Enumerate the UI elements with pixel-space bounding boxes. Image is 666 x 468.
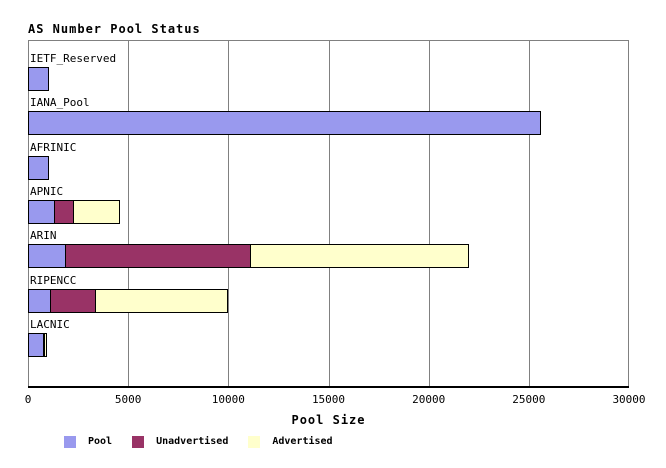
bar-row: RIPENCC (28, 274, 629, 313)
bar-segment-unadvertised (54, 199, 75, 224)
bar-row: IANA_Pool (28, 96, 629, 136)
bar-row: ARIN (28, 229, 629, 269)
category-label: ARIN (30, 229, 57, 243)
category-label: LACNIC (30, 317, 70, 331)
x-tick-label: 15000 (311, 393, 346, 406)
plot-top-border (28, 40, 629, 41)
x-axis-label: Pool Size (291, 413, 366, 427)
gridline (328, 40, 330, 388)
legend-item-advertised: Advertised (248, 436, 333, 448)
bar-row: AFRINIC (28, 141, 629, 180)
x-tick-label: 25000 (512, 393, 546, 406)
bar-segment-pool (28, 244, 67, 269)
x-axis-line (28, 386, 629, 388)
bar-row: IETF_Reserved (28, 52, 629, 91)
gridline (628, 40, 629, 388)
x-tick-label: 0 (24, 393, 32, 406)
bar-segment-advertised (73, 199, 121, 224)
bar-segment-unadvertised (65, 244, 252, 269)
bar-segment-advertised (44, 332, 48, 357)
bar-segment-advertised (95, 288, 229, 313)
plot-area: IETF_Reserved IANA_Pool AFRINIC APNIC ARIN RI… (28, 40, 629, 388)
bar-segment-pool (28, 111, 541, 136)
category-label: IETF_Reserved (30, 52, 117, 65)
x-axis-ticks: 0 5000 10000 15000 20000 25000 30000 (24, 393, 646, 407)
stacked-bar (28, 67, 629, 91)
x-tick-label: 10000 (211, 393, 245, 406)
legend-label-unadvertised: Unadvertised (156, 436, 229, 447)
legend-swatch-unadvertised (132, 436, 145, 448)
legend: Pool Unadvertised Advertised (64, 436, 353, 448)
category-label: RIPENCC (30, 273, 77, 287)
legend-item-pool: Pool (64, 436, 112, 448)
bar-segment-pool (28, 67, 50, 91)
legend-label-pool: Pool (88, 436, 113, 447)
bar-segment-advertised (250, 244, 469, 269)
bar-segment-unadvertised (50, 288, 97, 313)
gridline (428, 40, 430, 388)
bar-segment-pool (28, 288, 52, 313)
gridline (228, 40, 230, 388)
category-label: IANA_Pool (30, 96, 90, 110)
bar-segment-pool (28, 332, 45, 357)
x-tick-label: 5000 (114, 393, 142, 406)
category-label: AFRINIC (30, 140, 77, 154)
gridline (528, 40, 530, 388)
stacked-bar (28, 155, 629, 180)
gridline (128, 40, 130, 388)
bar-segment-pool (28, 155, 50, 180)
chart-title: AS Number Pool Status (28, 22, 201, 36)
bar-segment-pool (28, 199, 56, 224)
legend-swatch-pool (64, 436, 76, 448)
stacked-bar (28, 288, 629, 313)
legend-swatch-advertised (248, 436, 261, 448)
stacked-bar (28, 111, 629, 136)
category-label: APNIC (30, 184, 64, 198)
legend-item-unadvertised: Unadvertised (132, 436, 228, 448)
stacked-bar (28, 244, 629, 269)
stacked-bar (28, 332, 629, 357)
x-tick-label: 30000 (612, 393, 646, 406)
legend-label-advertised: Advertised (272, 436, 333, 447)
x-tick-label: 20000 (412, 393, 446, 406)
bar-row: LACNIC (28, 318, 629, 357)
bar-row: APNIC (28, 185, 629, 224)
stacked-bar (28, 199, 629, 224)
